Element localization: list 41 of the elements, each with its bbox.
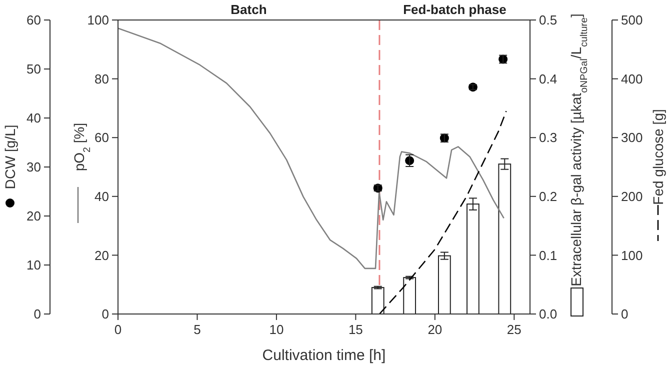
y2-tick-label: 0.4 [539, 71, 558, 86]
x-tick-label: 5 [194, 322, 201, 337]
y3-tick-label: 60 [26, 12, 41, 28]
y3-tick-label: 0 [34, 306, 41, 322]
x-tick-label: 25 [506, 322, 522, 337]
x-tick-label: 0 [114, 322, 122, 337]
text: Batch [230, 2, 267, 17]
bar [403, 277, 416, 314]
text: Fed-batch phase [403, 2, 506, 17]
y2-tick-label: 0.5 [539, 12, 558, 28]
bar [371, 287, 384, 314]
x-tick-label: 10 [269, 322, 284, 337]
x-tick-label: 15 [348, 322, 363, 337]
y-tick-label: 300 [621, 130, 643, 146]
bar [498, 164, 512, 314]
x-axis-title: Cultivation time [h] [262, 347, 386, 364]
y3-axis-title: DCW [g/L] [2, 124, 18, 190]
y-tick-label: 200 [621, 188, 643, 204]
bar [438, 255, 451, 314]
y2-tick-label: 0.1 [539, 248, 558, 263]
y3-tick-label: 10 [26, 258, 41, 273]
y-tick-label: 20 [94, 248, 109, 263]
y-tick-label: 60 [94, 130, 109, 146]
line-series [117, 28, 505, 270]
y3-tick-label: 20 [26, 208, 41, 224]
y-tick-label: 0 [102, 306, 109, 322]
y-tick-label: 500 [621, 12, 643, 28]
y2-tick-label: 0.3 [539, 130, 558, 146]
y2-tick-label: 0.2 [539, 188, 558, 204]
y3-tick-label: 30 [26, 160, 41, 175]
y-tick-label: 80 [94, 71, 109, 86]
y-tick-label: 100 [87, 12, 109, 28]
y-tick-label: 400 [621, 71, 643, 86]
y2-tick-label: 0.0 [539, 306, 558, 322]
y3-tick-label: 50 [26, 62, 41, 77]
y-tick-label: 100 [621, 248, 643, 263]
y3-tick-label: 40 [26, 110, 41, 126]
y-tick-label: 40 [94, 188, 109, 204]
x-tick-label: 20 [428, 322, 442, 337]
y-tick-label: 0 [621, 306, 628, 322]
y-axis-title: Fed glucose [g] [650, 109, 666, 205]
